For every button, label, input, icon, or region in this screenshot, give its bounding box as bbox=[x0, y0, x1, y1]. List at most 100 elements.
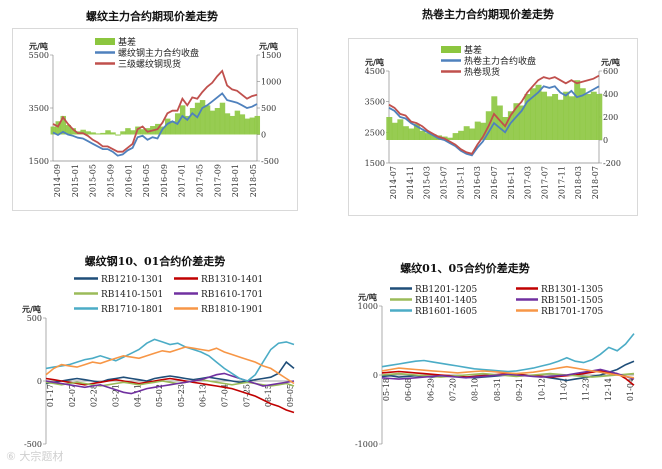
basis-bar bbox=[105, 130, 110, 134]
x-tick-label: 01-17 bbox=[46, 384, 55, 407]
basis-bar bbox=[120, 131, 125, 134]
x-tick-label: 2017-05 bbox=[196, 164, 205, 197]
legend-label: RB1410-1501 bbox=[101, 290, 163, 300]
basis-bar bbox=[585, 94, 591, 140]
x-tick-label: 04-11 bbox=[133, 384, 142, 407]
y-tick-label: 4500 bbox=[365, 67, 385, 76]
y2-tick-label: 600 bbox=[603, 67, 618, 76]
basis-bar bbox=[115, 135, 120, 136]
x-tick-label: 07-25 bbox=[242, 384, 251, 407]
basis-bar bbox=[225, 113, 230, 134]
x-tick-label: 2016-03 bbox=[473, 166, 482, 199]
y-tick-label: 1000 bbox=[358, 302, 378, 311]
legend-label: RB1501-1505 bbox=[541, 296, 604, 306]
basis-bar bbox=[386, 117, 392, 140]
basis-bar bbox=[541, 92, 547, 140]
legend-label: RB1710-1801 bbox=[101, 305, 163, 315]
basis-bar bbox=[110, 132, 115, 134]
basis-bar bbox=[596, 94, 602, 140]
legend-label: 基差 bbox=[118, 36, 136, 48]
legend-label: 三级螺纹钢现货 bbox=[118, 58, 181, 70]
basis-bar bbox=[125, 128, 130, 134]
x-tick-label: 2018-05 bbox=[249, 164, 258, 197]
y2-tick-label: 1000 bbox=[261, 78, 281, 87]
basis-bar bbox=[255, 116, 260, 135]
x-tick-label: 2017-11 bbox=[557, 166, 566, 199]
x-tick-label: 2017-01 bbox=[178, 164, 187, 197]
basis-bar bbox=[220, 103, 225, 135]
y-tick-label: 3500 bbox=[29, 104, 49, 113]
legend-label: RB1601-1605 bbox=[415, 307, 478, 317]
basis-bar bbox=[397, 119, 403, 140]
y-axis-unit-label: 元/吨 bbox=[365, 57, 384, 67]
legend-swatch bbox=[441, 46, 461, 53]
x-tick-label: 08-31 bbox=[493, 378, 502, 401]
x-tick-label: 2015-07 bbox=[440, 166, 449, 199]
legend-label: RB1310-1401 bbox=[201, 275, 263, 285]
legend-label: RB1401-1405 bbox=[415, 296, 478, 306]
y2-tick-label: 500 bbox=[261, 104, 276, 113]
basis-bar bbox=[591, 92, 597, 140]
x-tick-label: 2016-09 bbox=[160, 164, 169, 197]
y-tick-label: 5500 bbox=[29, 51, 49, 60]
y-tick-label: 500 bbox=[27, 314, 42, 323]
legend-label: RB1301-1305 bbox=[541, 285, 604, 295]
x-tick-label: 2017-07 bbox=[541, 166, 550, 199]
x-tick-label: 2015-09 bbox=[106, 164, 115, 197]
basis-bar bbox=[464, 126, 470, 140]
x-tick-label: 02-07 bbox=[68, 384, 77, 407]
y2-tick-label: 0 bbox=[261, 131, 266, 140]
basis-bar bbox=[403, 126, 409, 140]
y-tick-label: 0 bbox=[373, 371, 378, 380]
chart2-frame: 元/吨 元/吨 1500 2500 3500 4500 -200 0 200 400 600 2014… bbox=[348, 38, 638, 216]
y-tick-label: -1000 bbox=[355, 440, 378, 449]
basis-bar bbox=[235, 111, 240, 135]
basis-bar bbox=[90, 132, 95, 134]
x-tick-label: 05-23 bbox=[177, 384, 186, 407]
x-tick-label: 06-13 bbox=[199, 384, 208, 407]
x-tick-label: 09-21 bbox=[515, 378, 524, 401]
chart1-plot: 元/吨 元/吨150035005500-5000500100015002014-0… bbox=[13, 29, 297, 210]
basis-bar bbox=[130, 130, 135, 134]
y-tick-label: 3500 bbox=[365, 98, 385, 107]
y-axis-unit-label: 元/吨 bbox=[22, 304, 41, 314]
x-tick-label: 2014-11 bbox=[406, 166, 415, 199]
basis-bar bbox=[392, 123, 398, 140]
y2-axis-unit-label: 元/吨 bbox=[601, 57, 620, 67]
y-tick-label: 1500 bbox=[29, 157, 49, 166]
basis-bar bbox=[215, 108, 220, 135]
basis-bar bbox=[250, 118, 255, 135]
y-axis-unit-label: 元/吨 bbox=[358, 292, 377, 302]
x-tick-label: 07-20 bbox=[449, 378, 458, 401]
basis-bar bbox=[408, 129, 414, 141]
y2-tick-label: 0 bbox=[603, 136, 608, 145]
legend-label: 基差 bbox=[464, 44, 482, 56]
x-tick-label: 05-18 bbox=[382, 378, 391, 401]
y2-tick-label: 1500 bbox=[261, 51, 281, 60]
x-tick-label: 12-14 bbox=[604, 378, 613, 401]
basis-bar bbox=[419, 131, 425, 140]
chart4-frame: 元/吨 -1000 0 1000 05-18 06-08 06-29 07-20 08-10 08… bbox=[338, 278, 650, 454]
legend-swatch bbox=[95, 38, 115, 45]
basis-bar bbox=[100, 133, 105, 135]
x-tick-label: 2015-01 bbox=[71, 164, 80, 197]
y2-tick-label: -200 bbox=[603, 159, 621, 168]
chart4-plot: 元/吨-10000100005-18 06-08 06-29 07-20 08-10 08… bbox=[338, 278, 650, 454]
series-line-5 bbox=[382, 334, 634, 372]
legend-label: 热卷现货 bbox=[464, 66, 500, 78]
y2-tick-label: -500 bbox=[261, 157, 279, 166]
basis-bar bbox=[230, 116, 235, 135]
chart2-plot: 元/吨 元/吨1500250035004500-20002004006002014… bbox=[349, 39, 637, 215]
x-tick-label: 2015-05 bbox=[89, 164, 98, 197]
legend-label: RB1610-1701 bbox=[201, 290, 263, 300]
basis-bar bbox=[574, 80, 580, 140]
basis-bar bbox=[240, 114, 245, 134]
x-tick-label: 2016-11 bbox=[507, 166, 516, 199]
basis-bar bbox=[190, 108, 195, 135]
basis-bar bbox=[569, 96, 575, 140]
y2-tick-label: 400 bbox=[603, 90, 618, 99]
basis-bar bbox=[245, 119, 250, 135]
legend-label: RB1810-1901 bbox=[201, 305, 263, 315]
x-tick-label: 06-08 bbox=[404, 378, 413, 401]
x-tick-label: 08-10 bbox=[471, 378, 480, 401]
